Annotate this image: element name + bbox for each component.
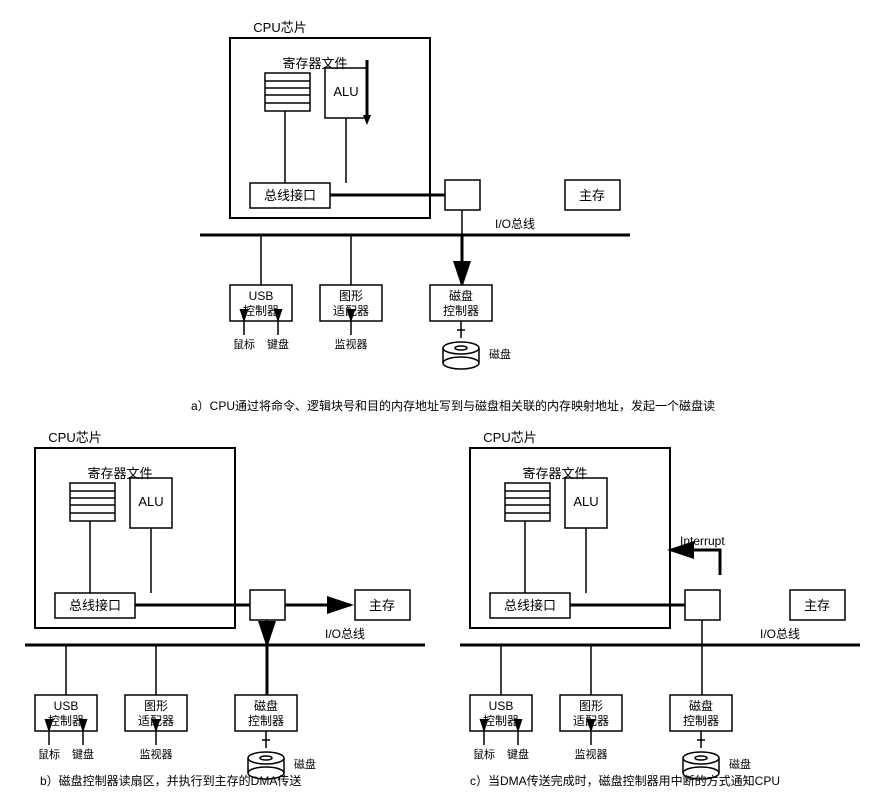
cpu-chip-a: CPU芯片: [253, 20, 306, 35]
interrupt-label: Interrupt: [680, 534, 725, 548]
caption-c: c）当DMA传送完成时，磁盘控制器用中断的方式通知CPU: [470, 773, 780, 788]
regfile-b: 寄存器文件: [87, 466, 152, 481]
iobus-a: I/O总线: [495, 217, 535, 231]
regfile-a: 寄存器文件: [282, 56, 347, 71]
regfile-c: 寄存器文件: [522, 466, 587, 481]
caption-b: b）磁盘控制器读扇区，并执行到主存的DMA传送: [40, 773, 301, 788]
mem-b: 主存: [369, 598, 395, 613]
diagram-c: CPU芯片 寄存器文件 主存 I/O总线 Interrupt: [460, 430, 860, 779]
iobus-c: I/O总线: [760, 627, 800, 641]
iobus-b: I/O总线: [325, 627, 365, 641]
cpu-chip-b: CPU芯片: [48, 430, 101, 445]
cpu-chip-c: CPU芯片: [483, 430, 536, 445]
diagram-root: ALU 总线接口 USB 控制器 图形 适配器 磁盘 控制器 鼠标 键盘 监视器…: [10, 10, 887, 792]
caption-a: a）CPU通过将命令、逻辑块号和目的内存地址写到与磁盘相关联的内存映射地址，发起…: [191, 398, 715, 413]
diagram-a: CPU芯片 寄存器文件 主存 I/O总线: [200, 20, 630, 369]
mem-a: 主存: [579, 188, 605, 203]
mem-c: 主存: [804, 598, 830, 613]
diagram-b: CPU芯片 寄存器文件 主存 I/O总线: [25, 430, 425, 779]
